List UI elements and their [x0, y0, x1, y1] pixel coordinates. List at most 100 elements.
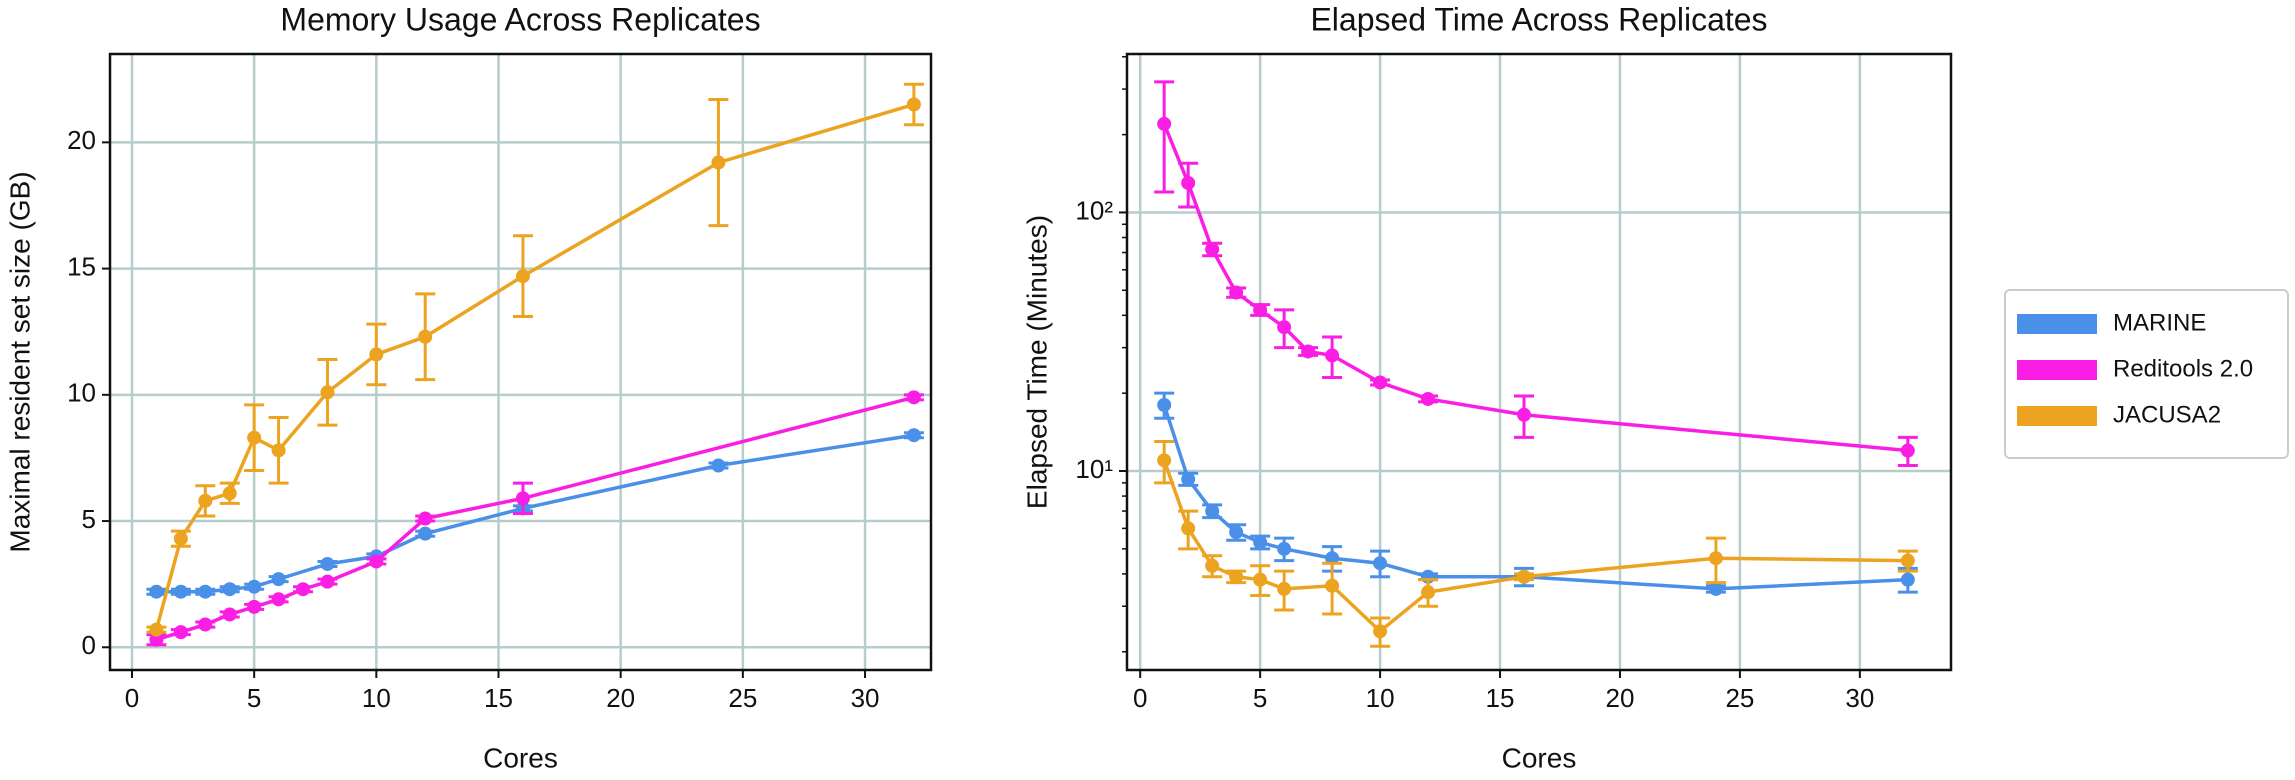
- point: [1181, 175, 1196, 190]
- point: [1157, 116, 1172, 131]
- line: [1162, 123, 1908, 453]
- x-tick-label: 25: [1725, 683, 1754, 713]
- point: [369, 347, 384, 362]
- plot-frame: [108, 52, 933, 672]
- point: [1253, 535, 1268, 550]
- x-tick-label: 10: [1366, 683, 1395, 713]
- x-tick-label: 20: [606, 683, 635, 713]
- y-axis-label: Elapsed Time (Minutes): [1021, 215, 1052, 509]
- chart-title: Elapsed Time Across Replicates: [1310, 1, 1767, 37]
- legend-swatch: [2017, 406, 2097, 426]
- point: [149, 584, 164, 599]
- x-tick-label: 0: [125, 683, 139, 713]
- point: [271, 592, 286, 607]
- point: [1373, 375, 1388, 390]
- x-tick-label: 30: [851, 683, 880, 713]
- point: [247, 430, 262, 445]
- point: [418, 511, 433, 526]
- point: [1373, 556, 1388, 571]
- y-axis-label: Maximal resident set size (GB): [4, 171, 35, 552]
- y-tick-label: 5: [82, 504, 96, 534]
- point: [1301, 344, 1316, 359]
- x-axis-label: Cores: [1502, 742, 1577, 773]
- point: [418, 329, 433, 344]
- point: [1900, 572, 1915, 587]
- legend-label: Reditools 2.0: [2113, 355, 2253, 382]
- point: [1205, 558, 1220, 573]
- line: [155, 395, 915, 642]
- point: [1421, 585, 1436, 600]
- point: [1277, 541, 1292, 556]
- y-tick-label: 10¹: [1075, 454, 1113, 484]
- point: [198, 493, 213, 508]
- point: [320, 385, 335, 400]
- legend: MARINE Reditools 2.0 JACUSA2: [2004, 289, 2289, 459]
- point: [222, 486, 237, 501]
- point: [1900, 553, 1915, 568]
- legend-swatch: [2017, 314, 2097, 334]
- point: [1229, 285, 1244, 300]
- x-tick-label: 15: [1486, 683, 1515, 713]
- point: [173, 625, 188, 640]
- point: [369, 554, 384, 569]
- x-tick-label: 5: [247, 683, 261, 713]
- y-tick-label: 10: [67, 378, 96, 408]
- point: [173, 531, 188, 546]
- point: [906, 428, 921, 443]
- y-tick-label: 15: [67, 251, 96, 281]
- point: [222, 607, 237, 622]
- legend-label: JACUSA2: [2113, 401, 2221, 428]
- point: [1157, 398, 1172, 413]
- point: [906, 390, 921, 405]
- series: JACUSA2: [1154, 440, 1918, 648]
- error-bar: [1154, 80, 1175, 194]
- point: [515, 269, 530, 284]
- point: [247, 599, 262, 614]
- point: [711, 155, 726, 170]
- point: [1325, 348, 1340, 363]
- point: [515, 491, 530, 506]
- legend-label: MARINE: [2113, 309, 2206, 336]
- point: [1253, 302, 1268, 317]
- point: [149, 632, 164, 647]
- point: [173, 584, 188, 599]
- point: [1181, 521, 1196, 536]
- point: [1181, 472, 1196, 487]
- x-tick-label: 15: [484, 683, 513, 713]
- line: [154, 102, 915, 631]
- point: [1229, 525, 1244, 540]
- x-tick-label: 10: [362, 683, 391, 713]
- point: [1229, 569, 1244, 584]
- point: [320, 556, 335, 571]
- point: [1277, 581, 1292, 596]
- legend-swatch: [2017, 360, 2097, 380]
- x-tick-label: 0: [1133, 683, 1147, 713]
- chart-title: Memory Usage Across Replicates: [280, 1, 760, 37]
- y-tick-label: 0: [82, 630, 96, 660]
- x-tick-label: 30: [1845, 683, 1874, 713]
- point: [320, 574, 335, 589]
- point: [1205, 504, 1220, 519]
- point: [1157, 453, 1172, 468]
- y-tick-label: 10²: [1075, 195, 1113, 225]
- x-tick-label: 5: [1253, 683, 1267, 713]
- series: JACUSA2: [146, 82, 924, 637]
- series: MARINE: [146, 428, 924, 599]
- x-tick-label: 25: [728, 683, 757, 713]
- point: [1708, 551, 1723, 566]
- series: Reditools 2.0: [146, 390, 924, 647]
- line: [156, 433, 915, 594]
- subplot: 0 5 10 15 20 25 3010¹10²MARINEReditools 2.0JAC…: [1021, 1, 1953, 773]
- line: [1162, 459, 1908, 634]
- point: [1517, 407, 1532, 422]
- series: Reditools 2.0: [1154, 80, 1918, 468]
- point: [198, 584, 213, 599]
- x-axis-label: Cores: [483, 742, 558, 773]
- point: [418, 526, 433, 541]
- point: [1421, 391, 1436, 406]
- point: [906, 97, 921, 112]
- point: [247, 579, 262, 594]
- point: [271, 572, 286, 587]
